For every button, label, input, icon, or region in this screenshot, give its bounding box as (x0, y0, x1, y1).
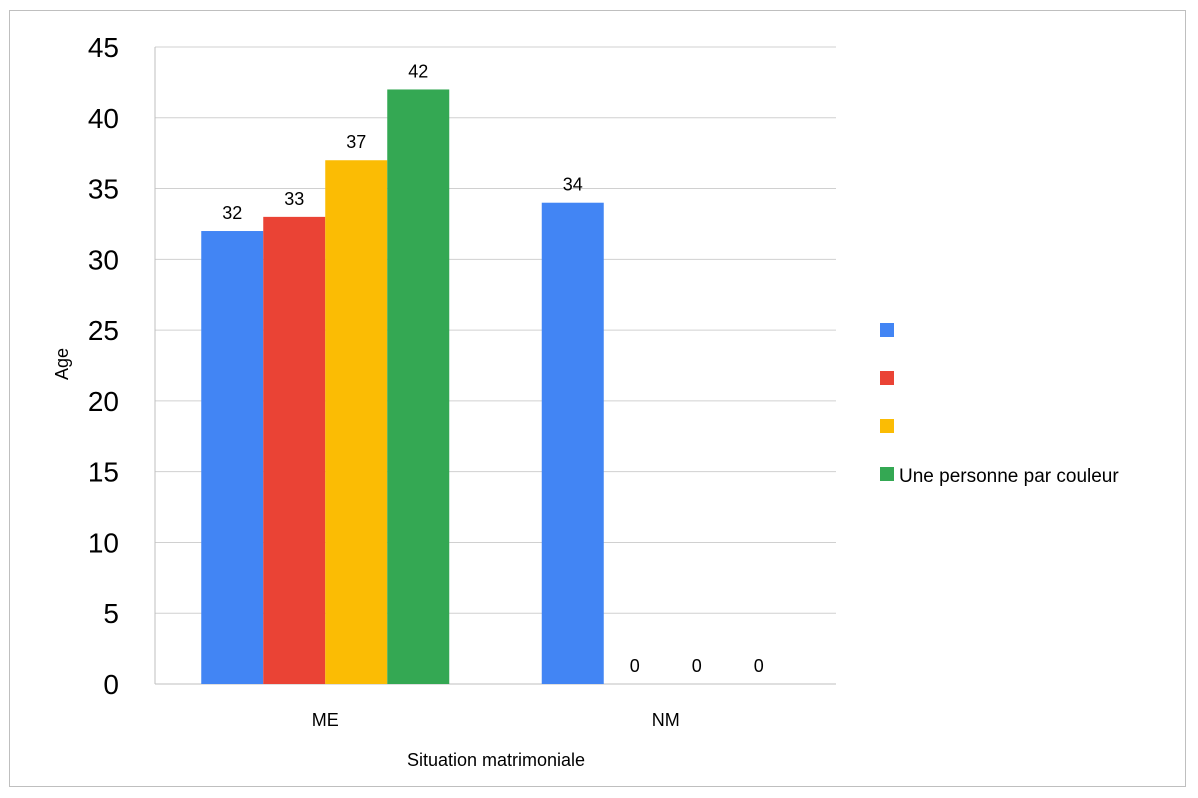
y-tick-label: 45 (88, 32, 119, 63)
bar-me-series-3 (325, 160, 388, 684)
bar-nm-series-1 (541, 202, 604, 684)
y-tick-label: 30 (88, 244, 119, 275)
y-tick-label: 5 (103, 598, 119, 629)
y-tick-labels: 0 5 10 15 20 25 30 35 40 45 (88, 32, 119, 700)
y-tick-label: 20 (88, 386, 119, 417)
legend-swatch (880, 371, 894, 385)
data-label: 33 (284, 189, 304, 209)
y-tick-label: 10 (88, 527, 119, 558)
y-tick-label: 25 (88, 315, 119, 346)
bar-me-series-1 (201, 231, 264, 684)
y-tick-label: 0 (103, 669, 119, 700)
legend-swatch (880, 419, 894, 433)
y-tick-label: 35 (88, 174, 119, 205)
y-tick-label: 40 (88, 103, 119, 134)
legend-swatch (880, 467, 894, 481)
legend-swatch (880, 323, 894, 337)
data-label: 37 (346, 132, 366, 152)
x-category-label: ME (312, 710, 339, 730)
y-tick-label: 15 (88, 457, 119, 488)
data-label: 0 (630, 656, 640, 676)
data-label: 0 (692, 656, 702, 676)
data-label: 32 (222, 203, 242, 223)
x-category-label: NM (652, 710, 680, 730)
bar-me-series-4 (387, 89, 450, 684)
legend: Une personne par couleur (880, 323, 1119, 487)
x-axis-title: Situation matrimoniale (407, 750, 585, 770)
data-labels: 32 33 37 42 34 0 0 0 (222, 61, 764, 676)
data-label: 34 (563, 175, 583, 195)
bars (201, 89, 604, 684)
data-label: 0 (754, 656, 764, 676)
legend-label: Une personne par couleur (899, 466, 1119, 487)
data-label: 42 (408, 61, 428, 81)
y-axis-title: Age (52, 348, 72, 380)
x-category-labels: ME NM (312, 710, 680, 730)
bar-me-series-2 (263, 216, 326, 684)
